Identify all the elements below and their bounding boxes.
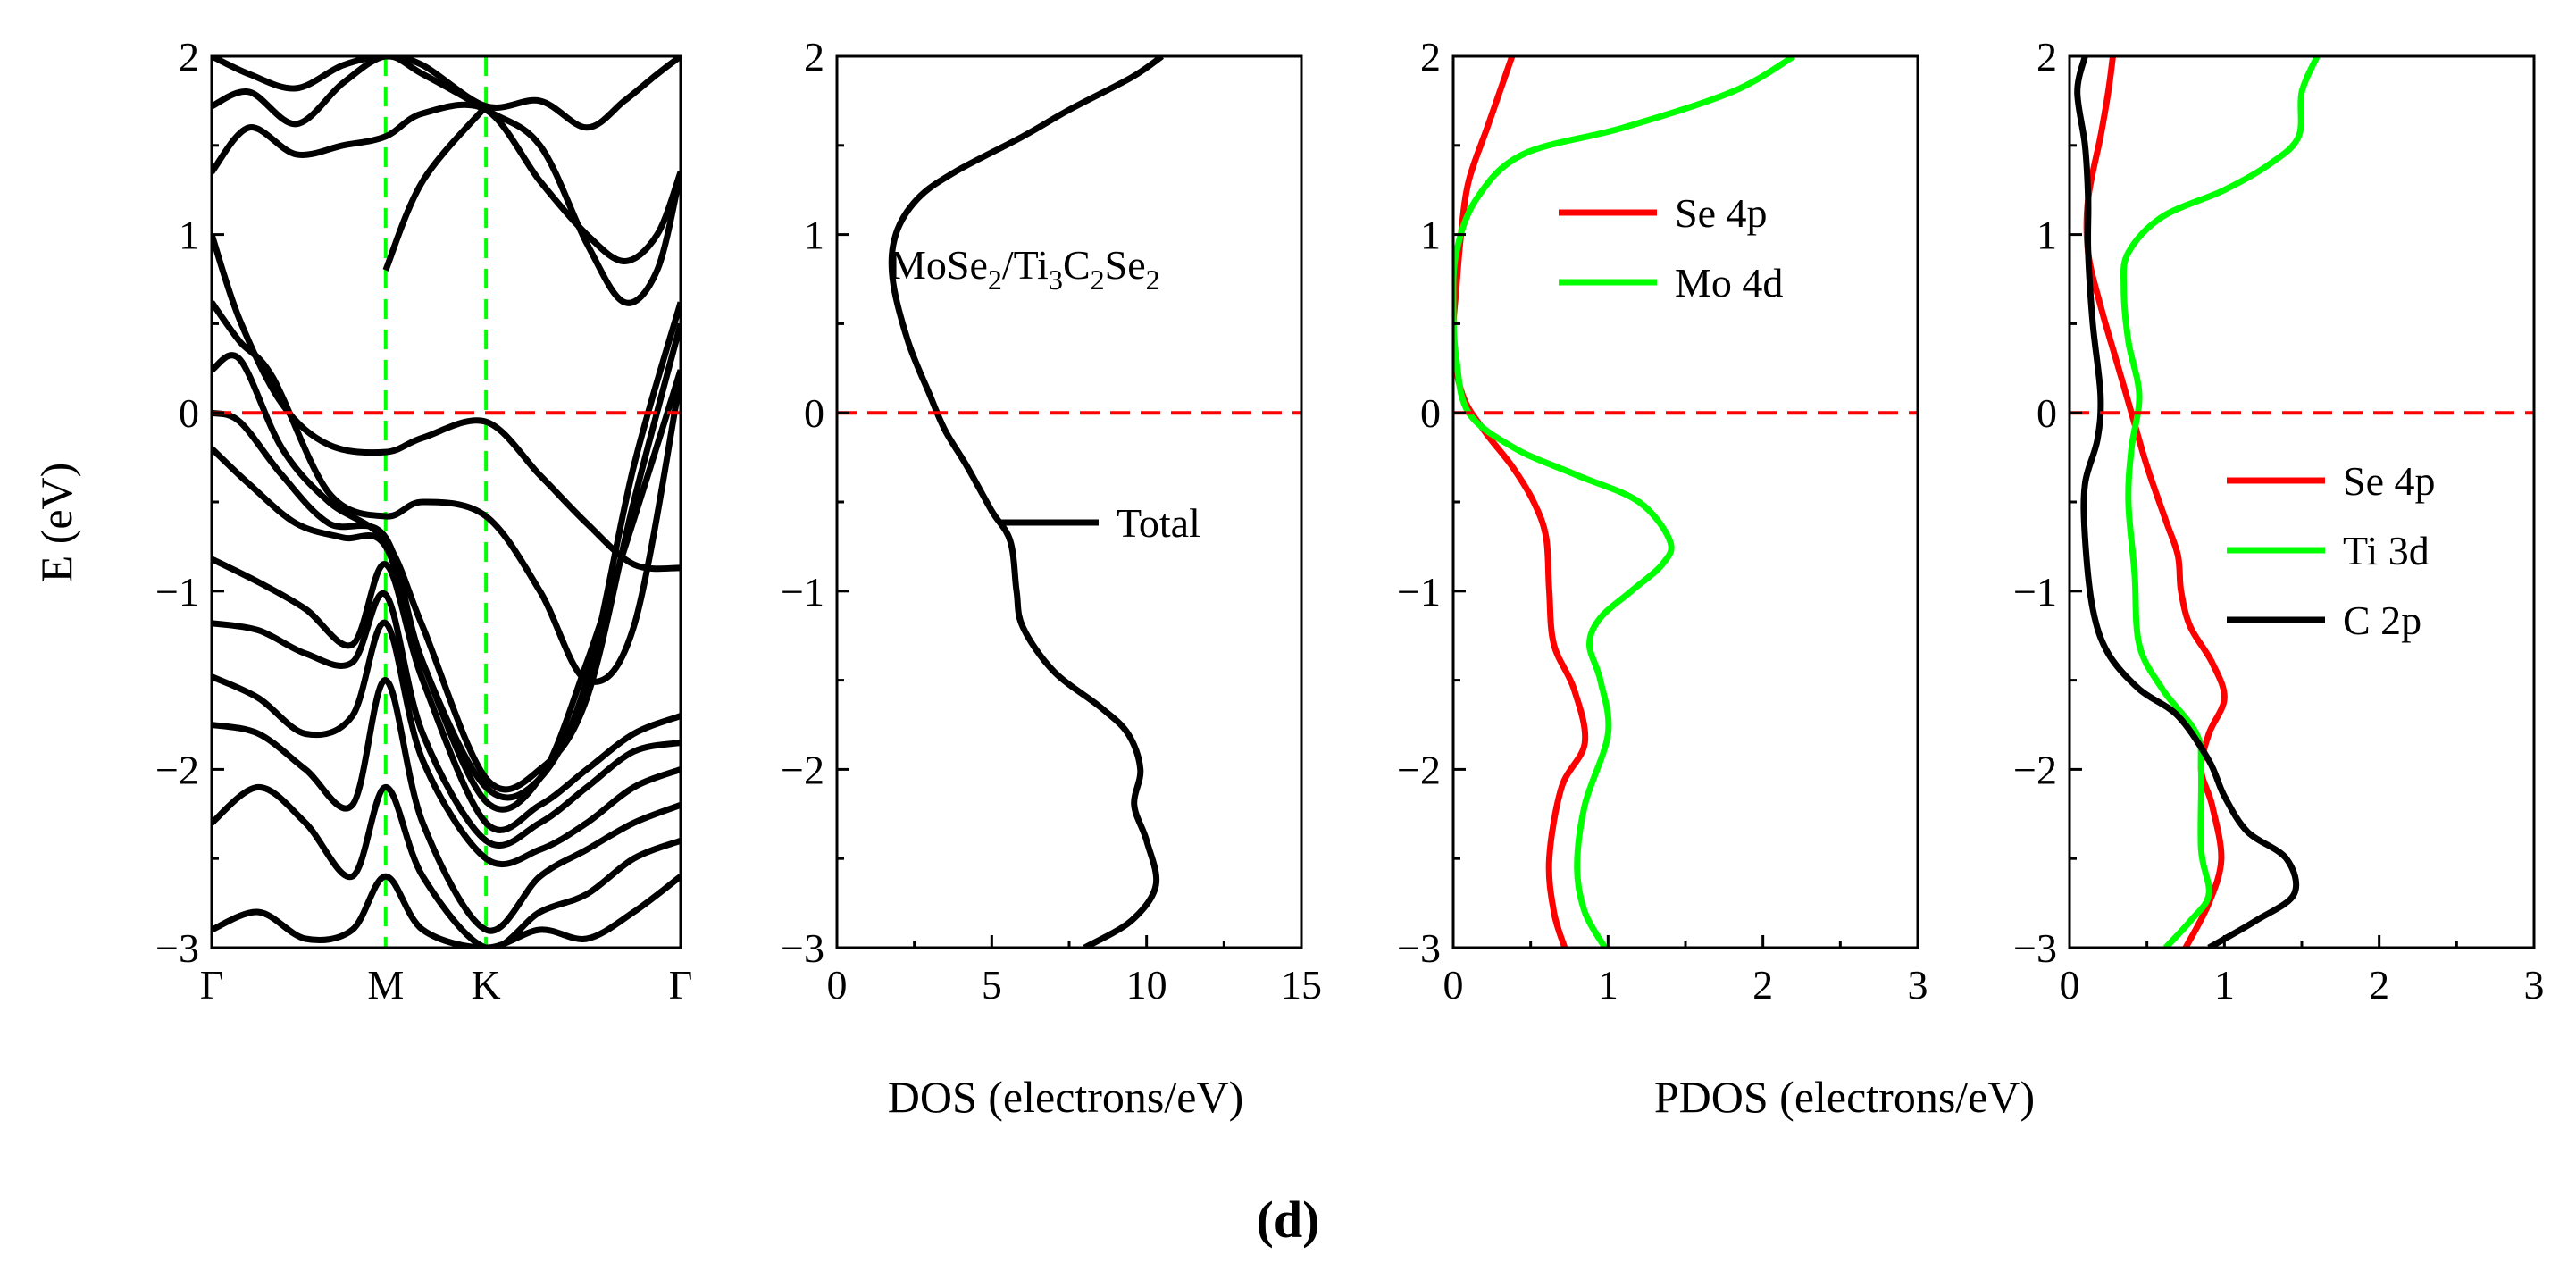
- x-tick-label: 3: [1908, 962, 1928, 1008]
- series-line-c-2p: [2074, 56, 2300, 948]
- x-tick-label: 0: [1443, 962, 1464, 1008]
- series-line-total: [888, 56, 1165, 948]
- band-line: [212, 369, 681, 813]
- legend-label: Se 4p: [2343, 458, 2436, 504]
- y-tick-label: 0: [2037, 390, 2057, 436]
- annotation-text: C: [1063, 242, 1091, 288]
- y-tick-label: −3: [1397, 925, 1441, 971]
- panel-3: −3 −2 −1 0 1 2 0 1 2 3 Se 4p Mo 4d: [1397, 34, 1928, 1008]
- figure-label: (d): [1257, 1191, 1320, 1249]
- y-tick-label: 0: [1420, 390, 1441, 436]
- pdos-x-axis-title: PDOS (electrons/eV): [1654, 1072, 2035, 1122]
- annotation-subscript: 2: [1091, 263, 1105, 296]
- y-tick-label: −3: [155, 925, 199, 971]
- panel-frame: [2068, 54, 2536, 949]
- x-tick-label: 3: [2524, 962, 2545, 1008]
- x-tick-label: 0: [827, 962, 848, 1008]
- legend-label: Mo 4d: [1675, 260, 1783, 305]
- legend-label: Total: [1117, 500, 1200, 546]
- x-tick-label: 2: [1752, 962, 1773, 1008]
- band-line: [212, 101, 681, 264]
- series-line-mo-4d: [1453, 56, 1796, 948]
- band-line: [212, 300, 681, 685]
- band-line: [212, 56, 681, 306]
- y-tick-label: −3: [781, 925, 824, 971]
- plot-area: [212, 56, 681, 948]
- y-tick-label: −1: [2013, 569, 2057, 615]
- annotation-subscript: 3: [1049, 263, 1063, 296]
- band-line: [212, 620, 681, 867]
- y-tick-label: 2: [804, 34, 824, 79]
- panel-4: −3 −2 −1 0 1 2 0 1 2 3 Se 4p Ti 3d C 2p: [2013, 34, 2544, 1008]
- legend-label: Se 4p: [1675, 190, 1768, 236]
- series-line-se-4p: [1453, 56, 1589, 948]
- y-tick-label: 1: [804, 213, 824, 258]
- y-tick-label: −2: [2013, 747, 2057, 792]
- annotation-subscript: 2: [988, 263, 1002, 296]
- x-tick-label: 1: [1598, 962, 1618, 1008]
- annotation-subscript: 2: [1146, 263, 1160, 296]
- annotation-text: /Ti: [1002, 242, 1049, 288]
- y-tick-label: −1: [781, 569, 824, 615]
- annotation-text: MoSe: [890, 242, 988, 288]
- y-tick-label: −3: [2013, 925, 2057, 971]
- y-tick-label: 2: [1420, 34, 1441, 79]
- y-tick-label: 0: [804, 390, 824, 436]
- band-line: [212, 873, 681, 948]
- y-tick-label: 2: [2037, 34, 2057, 79]
- panel-1: −3 −2 −1 0 1 2 Γ M K Γ: [155, 34, 692, 1008]
- y-tick-label: 1: [179, 213, 199, 258]
- panel-frame: [835, 54, 1303, 949]
- dos-x-axis-title: DOS (electrons/eV): [888, 1072, 1244, 1122]
- x-tick-label: 2: [2369, 962, 2389, 1008]
- k-point-label: Γ: [200, 962, 224, 1008]
- plot-area: [1453, 56, 1796, 948]
- k-point-label: Γ: [669, 962, 693, 1008]
- x-tick-label: 10: [1126, 962, 1167, 1008]
- annotation-text: Se: [1105, 242, 1146, 288]
- series-line-ti-3d: [2120, 56, 2321, 948]
- band-line: [212, 56, 681, 131]
- plot-area: [2074, 56, 2321, 948]
- y-tick-label: −2: [781, 747, 824, 792]
- y-tick-label: 2: [179, 34, 199, 79]
- x-tick-label: 15: [1281, 962, 1322, 1008]
- k-point-label: M: [367, 962, 404, 1008]
- y-tick-label: −1: [155, 569, 199, 615]
- y-tick-label: −1: [1397, 569, 1441, 615]
- legend-label: C 2p: [2343, 598, 2421, 643]
- k-point-label: K: [472, 962, 501, 1008]
- band-line: [212, 590, 681, 849]
- x-tick-label: 5: [982, 962, 1002, 1008]
- y-tick-label: 1: [1420, 213, 1441, 258]
- y-tick-label: −2: [155, 747, 199, 792]
- x-tick-label: 0: [2060, 962, 2080, 1008]
- y-tick-label: 1: [2037, 213, 2057, 258]
- material-annotation: MoSe2/Ti3C2Se2: [890, 242, 1160, 296]
- band-line: [382, 104, 489, 272]
- y-tick-label: 0: [179, 390, 199, 436]
- legend-label: Ti 3d: [2343, 528, 2430, 573]
- band-line: [212, 556, 681, 833]
- band-line: [212, 783, 681, 948]
- y-tick-label: −2: [1397, 747, 1441, 792]
- band-line: [212, 677, 681, 934]
- plot-area: [888, 56, 1165, 948]
- y-axis-title: E (eV): [31, 463, 81, 583]
- x-tick-label: 1: [2214, 962, 2235, 1008]
- band-line: [212, 301, 681, 801]
